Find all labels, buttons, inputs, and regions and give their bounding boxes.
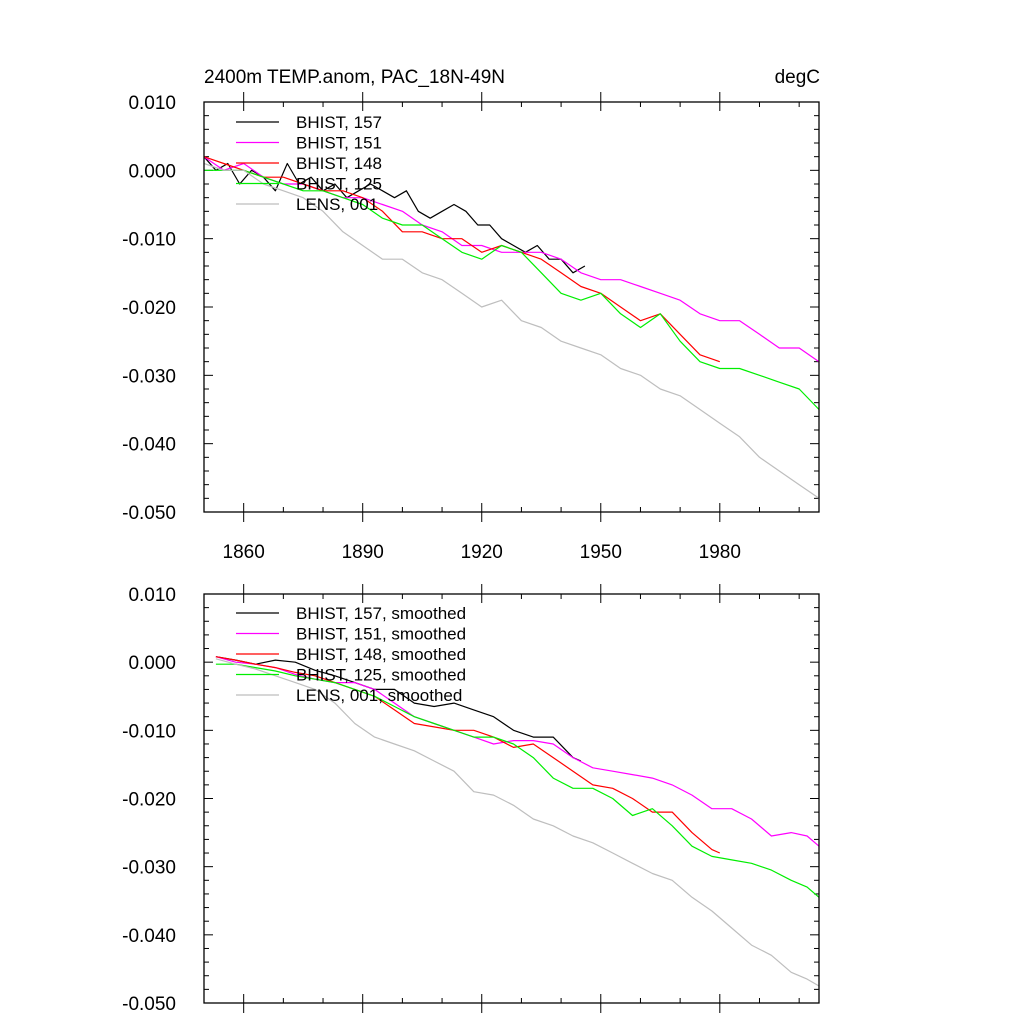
legend-label: BHIST, 151, smoothed: [296, 625, 466, 644]
y-tick-label: -0.020: [122, 298, 176, 319]
y-tick-label: -0.040: [122, 435, 176, 456]
y-tick-label: -0.030: [122, 858, 176, 879]
legend-label: BHIST, 148, smoothed: [296, 645, 466, 664]
y-tick-label: 0.000: [128, 653, 176, 674]
top-panel-units: degC: [775, 67, 820, 88]
top-panel-title: 2400m TEMP.anom, PAC_18N-49N: [204, 67, 505, 88]
y-tick-label: -0.010: [122, 721, 176, 742]
bottom-panel: 0.010 0.000 -0.010 -0.020 -0.030 -0.040 -0.050…: [122, 584, 820, 1015]
bottom-series-lines: [215, 656, 820, 987]
x-tick-label: 1860: [223, 542, 265, 563]
y-tick-label: 0.010: [128, 585, 176, 606]
y-tick-label: -0.050: [122, 994, 176, 1015]
y-tick-label: -0.050: [122, 503, 176, 524]
top-ticks: 0.010 0.000 -0.010 -0.020 -0.030 -0.040 -0.050…: [122, 92, 819, 563]
y-tick-label: -0.010: [122, 230, 176, 251]
legend-label: BHIST, 151: [296, 134, 382, 153]
top-panel: 2400m TEMP.anom, PAC_18N-49N degC 0.0100…: [122, 67, 820, 563]
legend-label: LENS, 001: [296, 195, 378, 214]
legend-label: BHIST, 125: [296, 175, 382, 194]
top-series-lines: [203, 156, 820, 499]
top-plot-frame: [203, 101, 820, 513]
series-line-bhist-157-smoothed: [215, 656, 582, 762]
y-tick-label: 0.010: [128, 93, 176, 114]
series-line-bhist-148-smoothed: [215, 656, 721, 854]
legend-label: BHIST, 157, smoothed: [296, 604, 466, 623]
series-line-bhist-125: [204, 169, 820, 410]
series-line-bhist-148: [203, 156, 720, 363]
series-line-lens-001-smoothed: [215, 658, 820, 987]
series-line-bhist-157: [203, 156, 586, 274]
y-tick-label: -0.020: [122, 790, 176, 811]
y-tick-label: -0.030: [122, 366, 176, 387]
legend-label: BHIST, 157: [296, 113, 382, 132]
x-tick-label: 1890: [342, 542, 384, 563]
series-line-bhist-125-smoothed: [215, 663, 820, 898]
x-tick-label: 1950: [580, 542, 622, 563]
y-tick-label: 0.000: [128, 161, 176, 182]
bottom-plot-frame: [203, 593, 820, 1004]
bottom-ticks: 0.010 0.000 -0.010 -0.020 -0.030 -0.040 -0.050: [122, 584, 819, 1015]
legend-label: LENS, 001, smoothed: [296, 686, 462, 705]
y-tick-label: -0.040: [122, 926, 176, 947]
legend-label: BHIST, 125, smoothed: [296, 666, 466, 685]
x-tick-label: 1980: [699, 542, 741, 563]
series-line-lens-001: [203, 162, 820, 499]
legend-label: BHIST, 148: [296, 154, 382, 173]
x-tick-label: 1920: [461, 542, 503, 563]
bottom-legend: BHIST, 157, smoothed BHIST, 151, smoothed…: [236, 604, 466, 705]
